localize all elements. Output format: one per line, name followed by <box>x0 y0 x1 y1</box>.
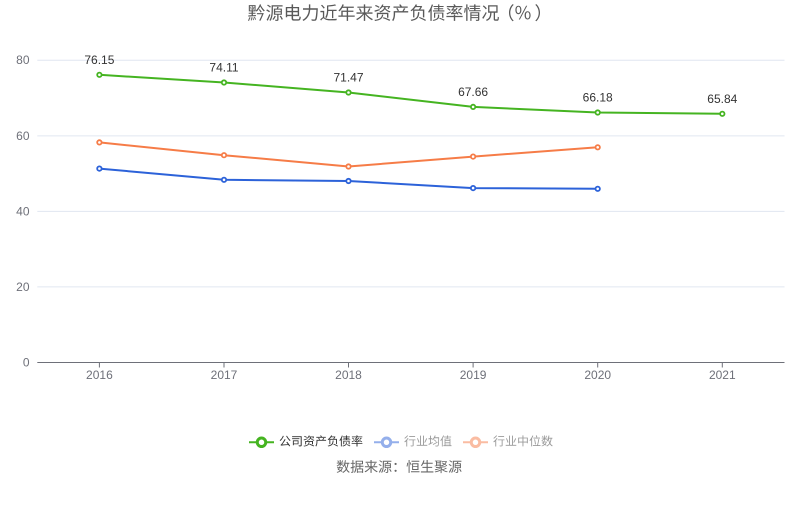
svg-text:2017: 2017 <box>211 368 238 382</box>
svg-text:20: 20 <box>16 280 30 294</box>
svg-text:67.66: 67.66 <box>458 85 488 99</box>
svg-text:2019: 2019 <box>460 368 487 382</box>
svg-text:65.84: 65.84 <box>707 92 737 106</box>
svg-text:2021: 2021 <box>709 368 736 382</box>
svg-text:40: 40 <box>16 204 30 218</box>
svg-text:74.11: 74.11 <box>209 61 238 75</box>
svg-text:2016: 2016 <box>86 368 113 382</box>
svg-text:60: 60 <box>16 129 30 143</box>
svg-text:66.18: 66.18 <box>583 91 613 105</box>
svg-text:80: 80 <box>16 53 30 67</box>
svg-text:0: 0 <box>23 355 30 369</box>
svg-text:76.15: 76.15 <box>84 53 114 67</box>
svg-text:2020: 2020 <box>584 368 611 382</box>
svg-text:2018: 2018 <box>335 368 362 382</box>
svg-text:71.47: 71.47 <box>333 71 363 85</box>
